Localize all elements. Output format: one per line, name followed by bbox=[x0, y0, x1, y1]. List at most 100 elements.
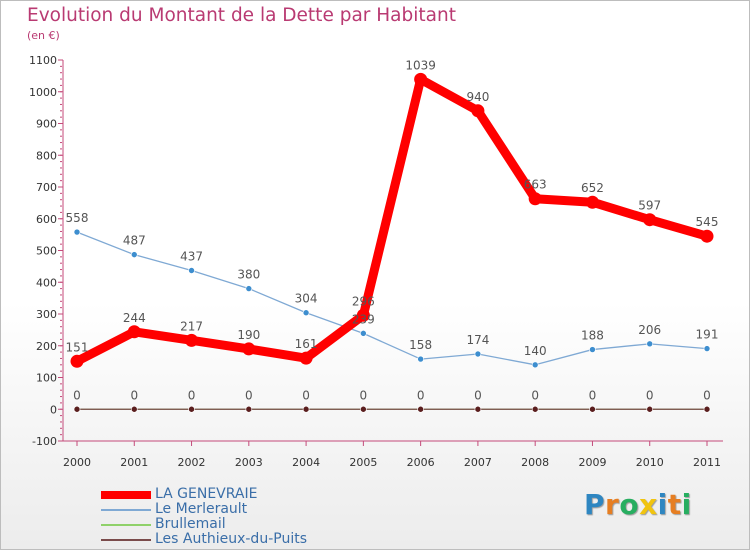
y-axis-minor-tick bbox=[60, 65, 62, 67]
y-axis-minor-tick bbox=[60, 224, 62, 226]
y-axis-minor-tick bbox=[60, 237, 62, 239]
data-label: 0 bbox=[703, 388, 711, 402]
data-point bbox=[474, 350, 482, 358]
logo-letter: t bbox=[667, 488, 682, 521]
y-axis-minor-tick bbox=[60, 211, 62, 213]
y-axis-minor-tick bbox=[60, 167, 62, 169]
y-axis-minor-tick bbox=[60, 230, 62, 232]
legend-label: LA GENEVRAIE bbox=[155, 486, 258, 502]
data-point bbox=[703, 345, 711, 352]
y-axis-minor-tick bbox=[60, 161, 62, 163]
data-label: 0 bbox=[589, 388, 597, 402]
y-axis-minor-tick bbox=[60, 307, 62, 309]
data-label: 545 bbox=[696, 215, 719, 229]
y-axis-minor-tick bbox=[60, 199, 62, 201]
data-label: 0 bbox=[360, 388, 368, 402]
legend-item-les-authieux-du-puits[interactable]: Les Authieux-du-Puits bbox=[101, 532, 307, 547]
legend-label: Le Merlerault bbox=[155, 501, 248, 517]
y-axis-minor-tick bbox=[60, 300, 62, 302]
y-axis-minor-tick bbox=[60, 256, 62, 258]
data-point bbox=[245, 405, 253, 413]
data-label: 188 bbox=[581, 329, 604, 343]
y-axis-minor-tick bbox=[60, 370, 62, 372]
y-tick-label: 400 bbox=[36, 276, 57, 289]
y-axis-minor-tick bbox=[60, 338, 62, 340]
data-point bbox=[474, 405, 482, 413]
x-tick-label: 2008 bbox=[521, 456, 549, 469]
logo-letter: o bbox=[619, 488, 640, 521]
data-label: 206 bbox=[638, 323, 661, 337]
y-tick-label: 900 bbox=[36, 118, 57, 131]
data-label: 0 bbox=[245, 388, 253, 402]
y-axis-minor-tick bbox=[60, 434, 62, 436]
x-tick-label: 2005 bbox=[349, 456, 377, 469]
y-tick-label: 800 bbox=[36, 149, 57, 162]
y-axis-minor-tick bbox=[60, 262, 62, 264]
y-axis-minor-tick bbox=[60, 72, 62, 74]
proxiti-logo: Proxiti bbox=[584, 488, 692, 521]
data-label: 380 bbox=[237, 268, 260, 282]
data-point bbox=[130, 251, 138, 258]
legend-swatch bbox=[101, 490, 151, 499]
y-axis-minor-tick bbox=[60, 383, 62, 385]
data-point bbox=[360, 330, 367, 337]
x-tick-label: 2009 bbox=[578, 456, 606, 469]
data-point bbox=[471, 104, 485, 118]
y-axis-minor-tick bbox=[60, 326, 62, 328]
data-point bbox=[127, 325, 141, 339]
y-axis-minor-tick bbox=[60, 78, 62, 80]
data-point bbox=[414, 72, 428, 86]
legend-swatch bbox=[101, 523, 151, 526]
data-label: 597 bbox=[638, 199, 661, 213]
logo-letter: r bbox=[605, 488, 620, 521]
data-point bbox=[356, 308, 370, 322]
y-axis-minor-tick bbox=[60, 269, 62, 271]
y-tick-label: 500 bbox=[36, 245, 57, 258]
data-label: 161 bbox=[295, 337, 318, 351]
y-tick-label: 0 bbox=[50, 403, 57, 416]
data-label: 151 bbox=[66, 340, 89, 354]
y-axis-minor-tick bbox=[60, 427, 62, 429]
legend-item-la-genevraie[interactable]: LA GENEVRAIE bbox=[101, 487, 307, 502]
data-point bbox=[188, 267, 195, 274]
data-label: 0 bbox=[188, 388, 196, 402]
data-label: 239 bbox=[352, 312, 375, 326]
logo-letter: x bbox=[639, 488, 658, 521]
data-point bbox=[703, 405, 711, 413]
y-axis-minor-tick bbox=[60, 357, 62, 359]
data-point bbox=[302, 405, 310, 413]
logo-letter: i bbox=[681, 488, 692, 521]
legend-item-le-merlerault[interactable]: Le Merlerault bbox=[101, 502, 307, 517]
y-tick-label: -100 bbox=[32, 435, 57, 448]
y-axis-minor-tick bbox=[60, 180, 62, 182]
y-axis-minor-tick bbox=[60, 148, 62, 150]
y-axis-minor-tick bbox=[60, 103, 62, 105]
y-axis-minor-tick bbox=[60, 275, 62, 277]
data-label: 191 bbox=[696, 328, 719, 342]
x-tick-label: 2011 bbox=[693, 456, 721, 469]
y-axis-minor-tick bbox=[60, 364, 62, 366]
data-point bbox=[130, 405, 138, 413]
data-label: 304 bbox=[295, 292, 318, 306]
data-label: 663 bbox=[524, 178, 547, 192]
y-axis-minor-tick bbox=[60, 294, 62, 296]
data-point bbox=[417, 355, 424, 363]
data-point bbox=[700, 229, 714, 243]
y-tick-label: 600 bbox=[36, 213, 57, 226]
y-axis-minor-tick bbox=[60, 351, 62, 353]
x-tick-label: 2010 bbox=[636, 456, 664, 469]
data-point bbox=[646, 405, 654, 413]
y-axis-minor-tick bbox=[60, 192, 62, 194]
data-point bbox=[585, 195, 599, 209]
legend-item-brullemail[interactable]: Brullemail bbox=[101, 517, 307, 532]
data-point bbox=[531, 405, 539, 413]
data-point bbox=[73, 228, 81, 236]
x-tick-label: 2004 bbox=[292, 456, 320, 469]
data-point bbox=[643, 213, 657, 227]
x-tick-label: 2003 bbox=[235, 456, 263, 469]
y-axis-minor-tick bbox=[60, 116, 62, 118]
data-label: 296 bbox=[352, 294, 375, 308]
chart-title: Evolution du Montant de la Dette par Hab… bbox=[27, 5, 456, 26]
data-point bbox=[360, 405, 367, 413]
